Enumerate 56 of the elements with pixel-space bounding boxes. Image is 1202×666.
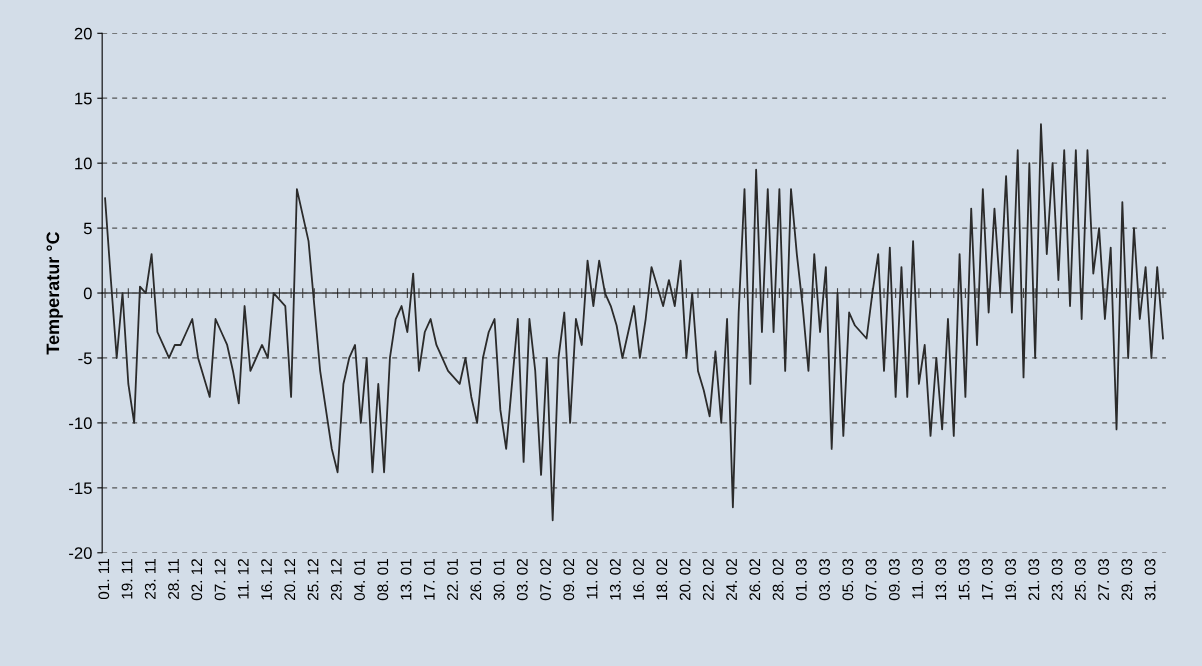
y-tick-label: 20 <box>74 27 92 40</box>
y-tick-label: -10 <box>69 417 92 430</box>
y-tick-label: 5 <box>83 222 92 235</box>
x-tick-label: 09. 03 <box>888 559 900 601</box>
x-tick-label: 21. 03 <box>1028 559 1040 601</box>
y-tick-label: 15 <box>75 92 92 105</box>
x-tick-label: 28. 11 <box>168 559 179 599</box>
x-tick-label: 18. 02 <box>656 559 668 600</box>
x-tick-label: 09. 02 <box>563 559 575 601</box>
x-tick-label: 23. 11 <box>144 559 156 599</box>
x-tick-label: 16. 12 <box>261 559 272 600</box>
x-tick-label: 03. 03 <box>819 559 830 601</box>
x-tick-label: 08. 01 <box>377 559 389 601</box>
x-tick-label: 11. 12 <box>237 559 249 599</box>
x-tick-label: 26. 02 <box>749 559 761 601</box>
x-tick-label: 27. 03 <box>1098 559 1110 601</box>
x-tick-label: 29. 12 <box>330 559 342 601</box>
x-tick-label: 13. 02 <box>609 559 621 600</box>
x-tick-label: 07. 12 <box>214 559 226 601</box>
x-tick-label: 11. 02 <box>586 559 598 599</box>
x-tick-label: 30. 01 <box>493 559 505 601</box>
x-tick-label: 20. 02 <box>679 559 691 601</box>
x-tick-label: 11. 03 <box>912 559 923 599</box>
x-tick-label: 19. 11 <box>121 559 133 599</box>
x-tick-label: 13. 01 <box>400 559 412 600</box>
x-tick-label: 07. 02 <box>540 559 551 601</box>
x-tick-label: 05. 03 <box>842 559 854 601</box>
x-tick-label: 01. 11 <box>98 559 110 600</box>
x-tick-label: 03. 02 <box>516 559 528 601</box>
x-tick-label: 25. 12 <box>307 559 319 601</box>
x-tick-label: 17. 01 <box>423 559 435 600</box>
x-tick-label: 29. 03 <box>1121 559 1133 601</box>
y-tick-label: -5 <box>78 352 92 365</box>
y-axis-title: Temperatur °C <box>46 231 63 355</box>
y-tick-label: -15 <box>69 482 92 495</box>
x-tick-label: 24. 02 <box>726 559 737 601</box>
x-tick-label: 26. 01 <box>470 559 482 601</box>
x-tick-label: 22. 02 <box>702 559 714 601</box>
y-tick-label: 10 <box>75 157 92 170</box>
x-tick-label: 02. 12 <box>191 559 203 601</box>
x-tick-label: 25. 03 <box>1074 559 1086 601</box>
x-tick-label: 19. 03 <box>1005 559 1016 600</box>
x-tick-label: 20. 12 <box>284 559 296 601</box>
x-tick-label: 01. 03 <box>795 559 807 601</box>
x-tick-label: 15. 03 <box>958 559 970 600</box>
y-tick-label: -20 <box>69 547 92 559</box>
x-tick-label: 16. 02 <box>633 559 644 600</box>
y-tick-label: 0 <box>83 287 92 300</box>
x-tick-label: 22. 01 <box>447 559 458 601</box>
x-tick-label: 23. 03 <box>1051 559 1063 601</box>
x-tick-label: 13. 03 <box>935 559 947 600</box>
x-tick-label: 04. 01 <box>354 559 365 601</box>
x-tick-label: 07. 03 <box>865 559 877 601</box>
x-tick-label: 17. 03 <box>981 559 993 600</box>
x-tick-label: 31. 03 <box>1144 559 1156 601</box>
x-tick-label: 28. 02 <box>772 559 784 601</box>
